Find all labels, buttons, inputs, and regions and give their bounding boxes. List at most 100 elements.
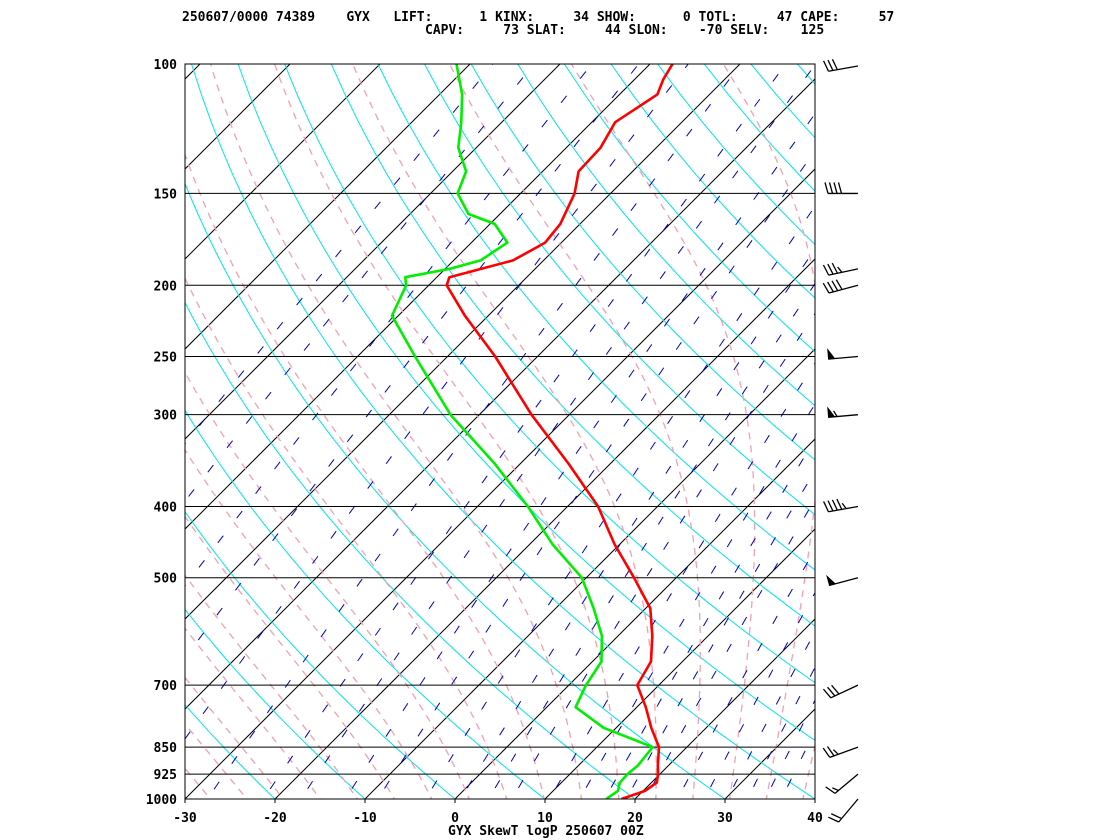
moist-adiabat — [570, 64, 756, 799]
wind-barb — [823, 498, 859, 513]
isotherm-line — [185, 64, 471, 350]
wind-barb-feather — [837, 266, 843, 273]
wind-barb-feather — [833, 410, 838, 417]
wind-barb-feather — [824, 182, 829, 194]
wind-barb-feather — [831, 280, 839, 292]
mixing-ratio-line — [703, 591, 815, 799]
moist-adiabat — [0, 64, 187, 815]
moist-adiabat — [185, 723, 248, 799]
wind-barb-staff — [828, 65, 859, 72]
moist-adiabat — [185, 627, 322, 799]
mixing-ratio-line — [424, 205, 815, 799]
temperature-tick-label: 20 — [627, 811, 643, 826]
wind-barb-feather — [832, 787, 839, 792]
wind-barb — [822, 746, 859, 758]
pressure-tick-label: 850 — [154, 741, 178, 756]
wind-barb-feather — [827, 263, 834, 275]
moist-adiabat — [185, 515, 396, 799]
pressure-tick-label: 1000 — [146, 793, 177, 808]
wind-barb — [822, 262, 859, 276]
moist-adiabat — [448, 64, 701, 799]
dry-adiabat — [797, 64, 815, 85]
dry-adiabat — [517, 64, 815, 407]
temperature-tick-label: 10 — [537, 811, 553, 826]
wind-barb — [826, 574, 859, 587]
moist-adiabat — [185, 574, 358, 799]
wind-barb-feather — [827, 500, 834, 512]
temperature-tick-label: -30 — [173, 811, 197, 826]
mixing-ratio-line — [780, 730, 815, 799]
moist-adiabat — [185, 448, 433, 799]
wind-barb-staff — [828, 268, 859, 276]
dry-adiabat — [185, 182, 726, 799]
moist-adiabat — [722, 64, 815, 799]
moist-adiabat — [0, 64, 79, 815]
wind-barbs — [822, 59, 859, 823]
dry-adiabat — [657, 64, 815, 246]
dewpoint-profile — [390, 64, 655, 799]
isotherm-line — [185, 64, 291, 170]
dry-adiabat — [185, 301, 636, 799]
isotherm-line — [185, 64, 381, 260]
moist-adiabat — [185, 767, 212, 799]
isotherm-line — [0, 48, 126, 815]
wind-barb-staff — [828, 284, 859, 294]
moist-adiabat — [802, 742, 815, 799]
wind-barb-feather — [827, 59, 834, 71]
mixing-ratio-line — [676, 548, 815, 799]
wind-barb-feather — [823, 501, 830, 513]
temperature-tick-label: 0 — [451, 811, 459, 826]
mixing-ratio-line — [511, 312, 815, 799]
moist-adiabat — [0, 64, 151, 815]
dry-adiabat — [185, 409, 546, 799]
dry-adiabat — [185, 510, 456, 799]
dry-adiabat — [563, 64, 815, 353]
isobars — [185, 63, 815, 800]
dry-adiabat — [470, 64, 815, 461]
isotherm-line — [185, 64, 561, 440]
wind-barb-feather — [823, 60, 830, 72]
wind-barb — [824, 182, 858, 195]
dry-adiabat — [1077, 64, 1120, 815]
isotherm-line — [889, 48, 1120, 815]
mixing-ratio-line — [604, 438, 815, 799]
isotherm-line — [185, 168, 815, 799]
sounding-profiles — [390, 64, 674, 799]
wind-barb-feather — [826, 746, 835, 757]
wind-barb-staff — [830, 684, 859, 699]
moist-adiabat — [185, 371, 470, 799]
wind-barb-feather — [822, 282, 830, 294]
pressure-tick-labels: 100 150 200 250 300 400 500 700 850 925 1000 — [146, 58, 177, 808]
wind-barb-pennant — [826, 574, 836, 586]
pressure-tick-label: 700 — [154, 679, 178, 694]
pressure-tick-label: 925 — [154, 768, 177, 783]
temperature-tick-label: -10 — [353, 811, 377, 826]
dry-adiabat — [844, 64, 1120, 815]
mixing-ratio-line — [185, 64, 494, 445]
mixing-ratio-line — [764, 699, 815, 799]
moist-adiabat — [185, 152, 545, 799]
wind-barb-feather — [836, 498, 843, 510]
mixing-ratio-line — [644, 498, 815, 799]
wind-barb-staff — [828, 505, 859, 513]
wind-barb-feather — [822, 688, 832, 699]
wind-barb-feather — [828, 816, 839, 823]
wind-barb — [827, 348, 859, 360]
wind-barb — [822, 684, 859, 699]
isotherm-line — [185, 78, 815, 710]
mixing-ratio-line — [625, 469, 815, 799]
dry-adiabat — [185, 798, 186, 799]
isotherm-line — [724, 708, 815, 799]
wind-barb-feather — [822, 747, 831, 758]
wind-barb-feather — [831, 59, 838, 70]
dry-adiabat — [424, 64, 815, 516]
wind-barb-staff — [829, 746, 859, 758]
wind-barb-feather — [827, 686, 836, 697]
mixing-ratio-line — [344, 112, 815, 799]
wind-barb — [827, 406, 859, 418]
wind-barb-feather — [837, 182, 843, 194]
dry-adiabat — [330, 64, 815, 627]
temperature-profile — [445, 64, 674, 799]
dry-adiabat — [191, 64, 815, 799]
isotherm-line — [0, 48, 36, 815]
